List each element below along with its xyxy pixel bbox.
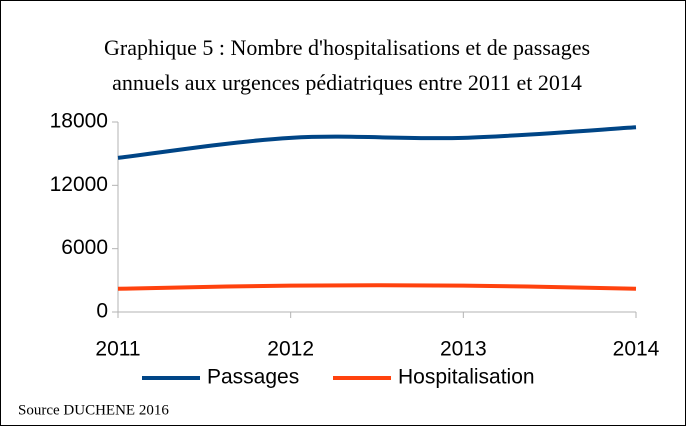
source-note: Source DUCHENE 2016 [18, 402, 169, 418]
y-tick-label: 6000 [61, 236, 108, 259]
legend-label: Hospitalisation [398, 366, 535, 389]
y-tick-label: 18000 [50, 110, 108, 133]
series-line [117, 283, 637, 291]
x-tick-label: 2011 [95, 338, 140, 361]
legend-label: Passages [207, 366, 299, 389]
chart-title: Graphique 5 : Nombre d'hospitalisations … [104, 35, 590, 60]
y-tick-label: 0 [96, 300, 108, 323]
x-tick-label: 2012 [267, 338, 314, 361]
series-line [117, 125, 637, 160]
x-tick-label: 2013 [440, 338, 487, 361]
y-tick-label: 12000 [50, 173, 108, 196]
chart-title: annuels aux urgences pédiatriques entre … [112, 70, 582, 95]
x-tick-label: 2014 [613, 338, 660, 361]
